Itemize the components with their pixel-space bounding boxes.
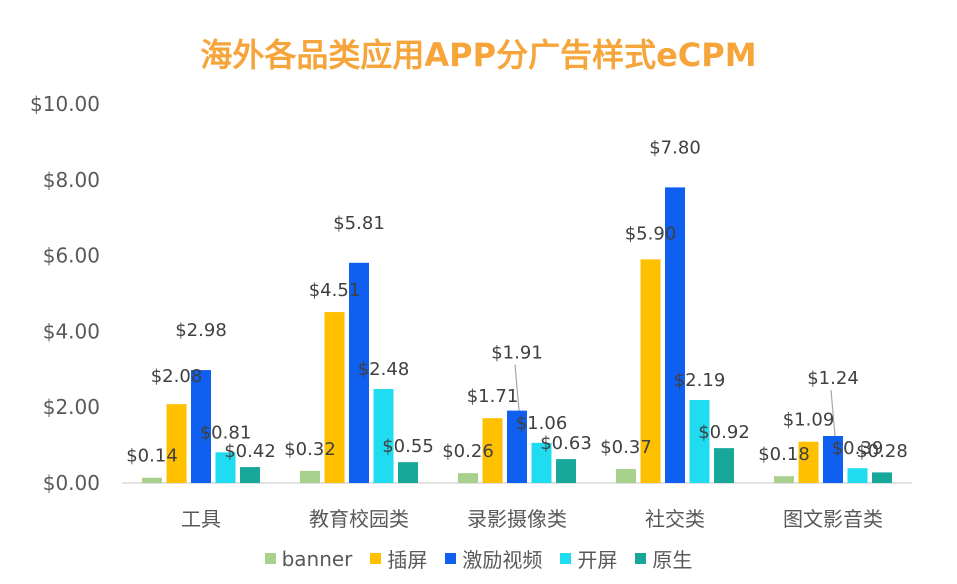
data-label: $0.28: [856, 441, 908, 462]
bar: [531, 442, 552, 483]
x-tick-label: 录影摄像类: [467, 507, 567, 531]
data-label: $2.08: [151, 366, 203, 387]
y-tick-label: $8.00: [43, 168, 100, 192]
data-label: $0.14: [126, 446, 178, 467]
y-tick-label: $6.00: [43, 244, 100, 268]
bar: [665, 187, 685, 483]
bar: [398, 462, 418, 483]
legend-item: 开屏: [560, 544, 617, 573]
legend-swatch: [560, 553, 572, 564]
y-tick-label: $10.00: [30, 92, 100, 116]
legend-item: 激励视频: [445, 544, 542, 573]
bar: [349, 262, 369, 483]
legend-label: 开屏: [577, 548, 618, 572]
bar: [215, 452, 236, 483]
x-axis: 工具 教育校园类 录影摄像类 社交类 图文影音类: [181, 507, 883, 531]
legend-item: 插屏: [370, 544, 427, 573]
data-label: $0.55: [382, 436, 434, 457]
bar: [640, 259, 661, 483]
y-tick-label: $0.00: [43, 471, 100, 495]
bar: [482, 418, 503, 483]
bar: [191, 370, 211, 483]
legend-swatch: [370, 553, 382, 564]
leader-line: [830, 389, 836, 437]
leader-line: [514, 364, 520, 411]
bar: [616, 468, 636, 483]
legend-label: 激励视频: [462, 548, 543, 572]
data-label: $1.71: [467, 386, 519, 407]
data-label: $0.63: [540, 433, 592, 454]
bar: [373, 389, 394, 483]
data-label: $5.90: [625, 223, 677, 244]
bar: [774, 476, 794, 483]
bars: [142, 187, 892, 483]
x-tick-label: 社交类: [645, 507, 705, 531]
data-label: $0.32: [284, 439, 336, 460]
data-labels: $0.14 $0.32 $0.26 $0.37 $0.18 $2.08 $4.51 $1.71…: [126, 137, 908, 466]
leader-lines: [514, 364, 836, 437]
bar: [872, 472, 892, 483]
bar: [300, 470, 320, 483]
data-label: $7.80: [649, 137, 701, 158]
data-label: $2.19: [674, 370, 726, 391]
data-label: $4.51: [309, 280, 361, 301]
bar: [507, 410, 527, 483]
data-label: $0.81: [200, 422, 252, 443]
data-label: $1.24: [807, 368, 859, 389]
legend: banner 插屏 激励视频 开屏 原生: [0, 544, 957, 573]
data-label: $1.06: [516, 413, 568, 434]
chart-title: 海外各品类应用APP分广告样式eCPM: [200, 36, 757, 74]
legend-label: banner: [281, 546, 353, 571]
data-label: $2.98: [175, 320, 227, 341]
bar: [166, 404, 187, 483]
bar: [556, 459, 576, 483]
data-label: $0.26: [442, 441, 494, 462]
bar: [798, 441, 819, 483]
legend-swatch: [635, 553, 647, 564]
data-label: $0.42: [224, 441, 276, 462]
legend-label: 插屏: [387, 548, 428, 572]
bar: [142, 477, 162, 483]
data-label: $1.09: [783, 410, 835, 431]
legend-item: 原生: [635, 544, 692, 573]
data-label: $0.39: [832, 438, 884, 459]
y-axis: $0.00 $2.00 $4.00 $6.00 $8.00 $10.00: [30, 92, 100, 495]
x-tick-label: 图文影音类: [783, 507, 883, 531]
bar: [324, 312, 345, 483]
data-label: $0.92: [698, 422, 750, 443]
data-label: $2.48: [358, 359, 410, 380]
bar: [240, 467, 260, 483]
legend-swatch: [264, 553, 276, 564]
data-label: $5.81: [333, 213, 385, 234]
legend-item: banner: [264, 546, 353, 571]
bar: [689, 399, 710, 483]
x-tick-label: 工具: [181, 507, 221, 531]
bar: [823, 436, 843, 483]
legend-swatch: [445, 553, 457, 564]
legend-label: 原生: [652, 548, 693, 572]
y-tick-label: $2.00: [43, 395, 100, 419]
bar: [847, 468, 868, 483]
data-label: $0.37: [600, 437, 652, 458]
y-tick-label: $4.00: [43, 319, 100, 343]
x-tick-label: 教育校园类: [309, 507, 409, 531]
data-label: $0.18: [758, 444, 810, 465]
data-label: $1.91: [491, 343, 543, 364]
bar: [458, 473, 478, 483]
bar: [714, 448, 734, 483]
